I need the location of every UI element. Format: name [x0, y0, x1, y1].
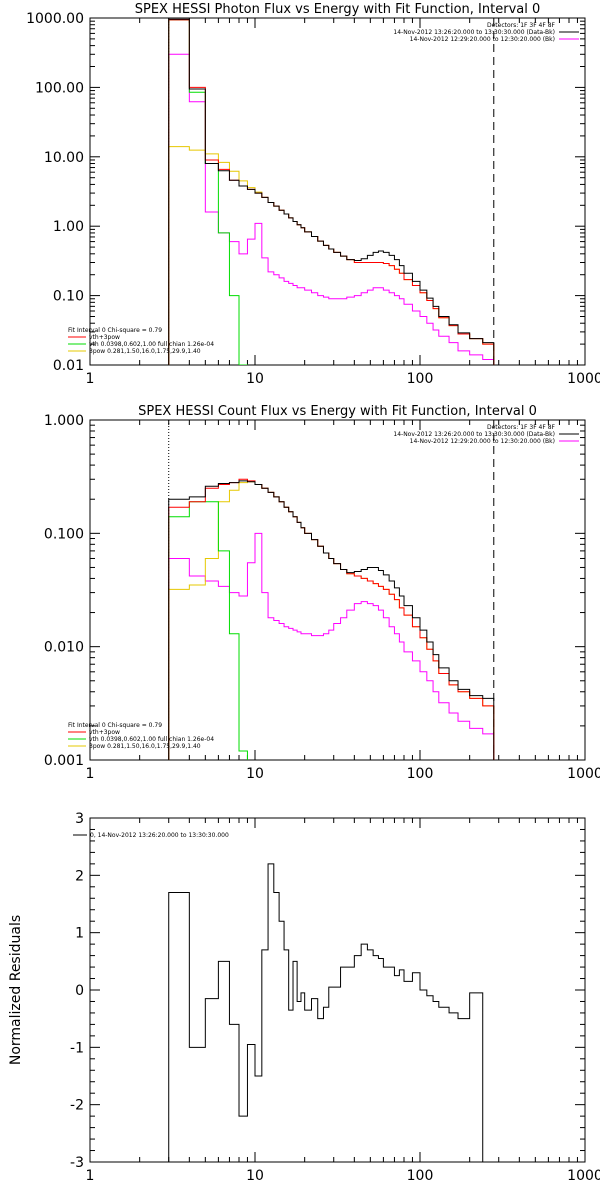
legend-text: 3pow 0.281,1.50,16.0,1.75,29.9,1.40 — [89, 348, 201, 355]
chart-title: SPEX HESSI Count Flux vs Energy with Fit… — [138, 404, 537, 419]
series-line-4 — [168, 146, 495, 365]
header-text: 14-Nov-2012 13:26:20.000 to 13:30:30.000… — [393, 29, 555, 36]
series-line-1 — [168, 480, 495, 760]
header-text: Detectors: 1F 3F 4F 8F — [487, 424, 556, 431]
y-tick-label: 10.00 — [44, 150, 84, 166]
chart-panel-2: SPEX HESSI Count Flux vs Energy with Fit… — [44, 404, 600, 782]
series-line-5 — [168, 53, 495, 365]
series-line-1 — [168, 18, 495, 365]
y-tick-label: 1 — [75, 926, 84, 942]
y-tick-label: -3 — [70, 1155, 84, 1171]
data-series-group — [168, 18, 495, 365]
x-tick-label: 1 — [86, 1168, 95, 1184]
series-line-5 — [168, 532, 495, 760]
data-series-group — [168, 863, 495, 1162]
series-line-2 — [168, 19, 495, 365]
y-tick-label: 0.100 — [44, 526, 84, 542]
y-tick-label: -2 — [70, 1098, 84, 1114]
header-text: 14-Nov-2012 13:26:20.000 to 13:30:30.000… — [393, 431, 555, 438]
legend-text: vth+3pow — [89, 334, 120, 341]
x-tick-label: 100 — [407, 1168, 434, 1184]
y-tick-label: 0.01 — [53, 358, 84, 374]
x-tick-label: 10 — [246, 766, 264, 782]
header-text: 14-Nov-2012 12:29:20.000 to 12:30:20.000… — [410, 438, 555, 445]
axes-frame — [89, 17, 586, 366]
x-tick-label: 1000 — [567, 1168, 600, 1184]
header-text: 14-Nov-2012 12:29:20.000 to 12:30:20.000… — [410, 36, 555, 43]
y-tick-label: 0.10 — [53, 289, 84, 305]
series-line-3 — [168, 19, 248, 365]
series-line-4 — [168, 481, 495, 760]
series-line-3 — [168, 501, 248, 760]
x-tick-label: 100 — [407, 371, 434, 387]
y-tick-label: 1.00 — [53, 219, 84, 235]
y-tick-label: -1 — [70, 1040, 84, 1056]
x-tick-label: 1000 — [567, 766, 600, 782]
axes-frame — [89, 817, 586, 1163]
y-axis-label: Normalized Residuals — [8, 915, 24, 1065]
y-tick-label: 0 — [75, 983, 84, 999]
y-tick-label: 3 — [75, 811, 84, 827]
legend-text: 3pow 0.281,1.50,16.0,1.75,29.9,1.40 — [89, 743, 201, 750]
chart-title: SPEX HESSI Photon Flux vs Energy with Fi… — [135, 2, 541, 17]
chart-panel-3: 1 10 100 1000 -3 -2 -1 0 1 2 3 Normalized Residuals… — [8, 811, 600, 1184]
legend-text: vth+3pow — [89, 729, 120, 736]
y-tick-label: 100.00 — [35, 80, 84, 96]
axes-frame — [89, 419, 586, 761]
legend-text: vth 0.0398,0.602,1.00 full chian 1.26e-0… — [89, 736, 214, 743]
y-tick-label: 1000.00 — [26, 11, 84, 27]
legend-text: Fit Interval 0 Chi-square = 0.79 — [68, 327, 162, 334]
x-tick-label: 10 — [246, 371, 264, 387]
y-tick-label: 0.010 — [44, 640, 84, 656]
x-tick-label: 10 — [246, 1168, 264, 1184]
legend-text: Fit Interval 0 Chi-square = 0.79 — [68, 722, 162, 729]
legend-text: 0, 14-Nov-2012 13:26:20.000 to 13:30:30.… — [90, 832, 229, 839]
legend-text: vth 0.0398,0.602,1.00 full chian 1.26e-0… — [89, 341, 214, 348]
series-line-1 — [168, 863, 495, 1162]
x-tick-label: 100 — [407, 766, 434, 782]
y-tick-label: 2 — [75, 868, 84, 884]
data-series-group — [168, 478, 495, 760]
y-tick-label: 1.000 — [44, 413, 84, 429]
header-text: Detectors: 1F 3F 4F 8F — [487, 22, 556, 29]
x-tick-label: 1 — [86, 371, 95, 387]
y-tick-label: 0.001 — [44, 753, 84, 769]
chart-panel-1: SPEX HESSI Photon Flux vs Energy with Fi… — [26, 2, 600, 387]
x-tick-label: 1000 — [567, 371, 600, 387]
x-tick-label: 1 — [86, 766, 95, 782]
